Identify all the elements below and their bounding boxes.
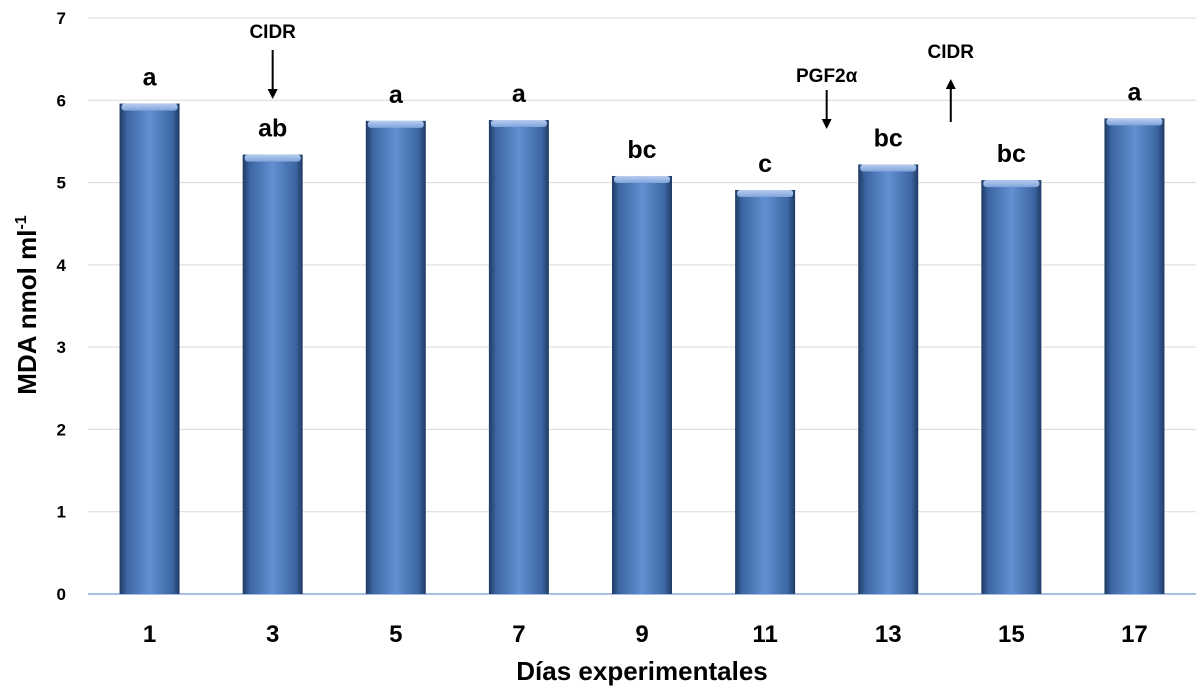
x-tick-label: 1 bbox=[143, 621, 156, 648]
x-tick-label: 7 bbox=[512, 621, 525, 648]
bar-body bbox=[735, 189, 796, 594]
x-tick-label: 3 bbox=[266, 621, 279, 648]
annotation: PGF2α bbox=[796, 66, 858, 129]
bar bbox=[735, 189, 796, 594]
bar-body bbox=[242, 154, 303, 594]
annotation-label: CIDR bbox=[928, 42, 975, 63]
annotation: CIDR bbox=[928, 42, 975, 122]
x-axis-title: Días experimentales bbox=[516, 656, 767, 686]
significance-label: a bbox=[1127, 78, 1142, 106]
annotations: CIDR PGF2α CIDR bbox=[249, 22, 975, 129]
bar-body bbox=[981, 180, 1042, 595]
y-tick-label: 4 bbox=[57, 256, 67, 275]
bar-top-cap bbox=[860, 164, 917, 172]
bar bbox=[365, 120, 426, 594]
bar bbox=[488, 120, 549, 594]
significance-label: c bbox=[758, 150, 772, 178]
bar-body bbox=[488, 120, 549, 594]
bar-top-cap bbox=[490, 120, 547, 128]
y-tick-label: 2 bbox=[57, 420, 66, 439]
significance-label: a bbox=[143, 64, 158, 92]
significance-label: bc bbox=[997, 140, 1026, 168]
x-tick-label: 5 bbox=[389, 621, 402, 648]
bar-top-cap bbox=[121, 103, 178, 111]
y-axis-title-superscript: -1 bbox=[13, 215, 30, 229]
bar-top-cap bbox=[1106, 118, 1163, 126]
y-tick-label: 5 bbox=[57, 174, 66, 193]
x-tick-label: 9 bbox=[635, 621, 648, 648]
annotation: CIDR bbox=[249, 22, 296, 99]
bars bbox=[119, 103, 1165, 595]
bar-top-cap bbox=[737, 189, 794, 197]
y-tick-label: 3 bbox=[57, 338, 66, 357]
x-axis-ticks: 1 3 5 7 9 11 13 15 17 bbox=[143, 621, 1148, 648]
x-tick-label: 11 bbox=[752, 621, 777, 648]
bar-body bbox=[365, 120, 426, 594]
y-tick-label: 0 bbox=[57, 585, 66, 604]
bar bbox=[119, 103, 180, 594]
x-tick-label: 13 bbox=[875, 621, 902, 648]
bar-top-cap bbox=[983, 180, 1040, 188]
bar-top-cap bbox=[244, 154, 301, 162]
y-tick-label: 7 bbox=[57, 9, 66, 28]
y-tick-label: 1 bbox=[57, 503, 66, 522]
bar-body bbox=[1104, 118, 1165, 594]
bar bbox=[981, 180, 1042, 595]
annotation-label: PGF2α bbox=[796, 66, 858, 87]
bar bbox=[242, 154, 303, 594]
y-axis-title: MDA nmol ml-1 bbox=[12, 215, 42, 394]
x-tick-label: 15 bbox=[998, 621, 1025, 648]
significance-label: a bbox=[512, 80, 527, 108]
bar-top-cap bbox=[367, 120, 424, 128]
bar bbox=[858, 164, 919, 594]
bar-top-cap bbox=[614, 175, 670, 183]
bar bbox=[1104, 118, 1165, 594]
significance-label: a bbox=[389, 81, 404, 109]
y-tick-label: 6 bbox=[57, 91, 66, 110]
annotation-label: CIDR bbox=[249, 22, 296, 43]
bar-body bbox=[858, 164, 919, 594]
y-axis-ticks: 0 1 2 3 4 5 6 7 bbox=[57, 9, 67, 604]
significance-label: bc bbox=[874, 124, 903, 152]
bar-body bbox=[612, 175, 672, 594]
significance-label: bc bbox=[627, 136, 656, 164]
significance-labels: a ab a a bc c bc bc a bbox=[143, 64, 1143, 178]
x-tick-label: 17 bbox=[1121, 621, 1148, 648]
y-axis-title-main: MDA nmol ml bbox=[12, 230, 42, 395]
bar-body bbox=[119, 103, 180, 594]
bar bbox=[612, 175, 672, 594]
significance-label: ab bbox=[258, 115, 287, 143]
